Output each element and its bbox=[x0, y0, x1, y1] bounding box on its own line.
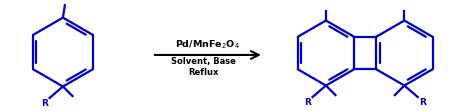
Text: R: R bbox=[41, 99, 48, 108]
Text: Pd/MnFe$_2$O$_4$: Pd/MnFe$_2$O$_4$ bbox=[175, 39, 240, 51]
Text: Solvent, Base
Reflux: Solvent, Base Reflux bbox=[171, 57, 236, 77]
Text: R: R bbox=[419, 98, 426, 107]
Text: R: R bbox=[304, 98, 311, 107]
